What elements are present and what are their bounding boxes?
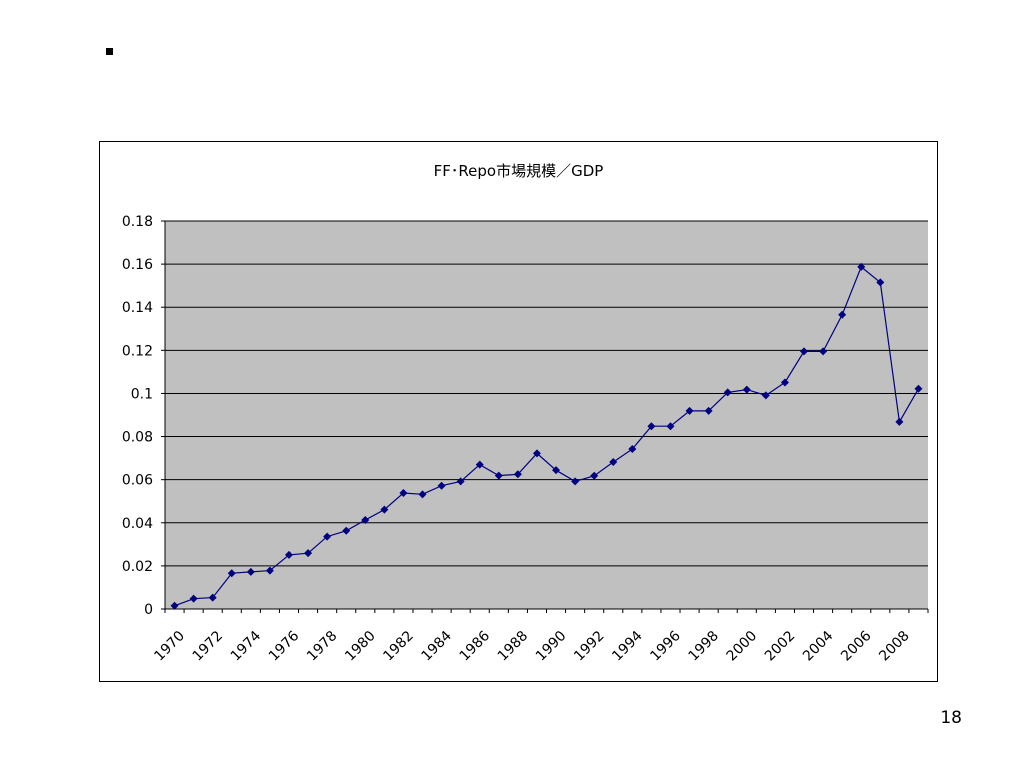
x-tick-label: 1982: [380, 628, 417, 665]
line-chart: 0 0.02 0.04 0.06 0.08 0.1 0.12 0.14 0.16 0.18 1970…: [122, 214, 929, 665]
data-point: [456, 477, 465, 486]
x-tick-label: 1978: [304, 628, 341, 665]
x-tick-label: 1974: [228, 628, 265, 665]
y-tick-label: 0.14: [122, 300, 153, 316]
y-tick-label: 0.08: [122, 430, 153, 446]
x-tick-label: 1988: [495, 628, 532, 665]
data-point: [723, 388, 732, 397]
data-point: [418, 490, 427, 499]
data-point: [819, 347, 828, 356]
data-point: [208, 593, 217, 602]
series-line: [174, 265, 920, 607]
y-tick-label: 0.18: [122, 214, 153, 230]
data-point: [609, 457, 618, 466]
chart-title: FF･Repo市場規模／GDP: [433, 162, 604, 180]
data-point: [437, 481, 446, 490]
y-tick-label: 0.06: [122, 473, 153, 489]
data-point: [704, 406, 713, 415]
data-point: [914, 384, 923, 393]
data-point: [780, 378, 789, 387]
x-tick-label: 2008: [876, 628, 913, 665]
data-point: [857, 262, 866, 271]
data-point: [532, 449, 541, 458]
data-point: [380, 505, 389, 514]
x-tick-label: 1980: [342, 628, 379, 665]
y-tick-label: 0.12: [122, 343, 153, 359]
chart-container: FF･Repo市場規模／GDP 0 0.02 0.04 0.06 0.08 0.1 0.12…: [99, 141, 938, 682]
x-tick-label: 1984: [419, 628, 456, 665]
data-point: [342, 526, 351, 535]
x-tick-label: 2000: [724, 628, 761, 665]
data-point: [399, 489, 408, 498]
data-point: [571, 477, 580, 486]
y-tick-label: 0.16: [122, 257, 153, 273]
x-tick-label: 1976: [266, 628, 303, 665]
x-tick-label: 1998: [686, 628, 723, 665]
data-point: [246, 567, 255, 576]
data-point: [265, 566, 274, 575]
x-tick-label: 1986: [457, 628, 494, 665]
data-point: [361, 515, 370, 524]
data-point: [304, 549, 313, 558]
data-point: [685, 406, 694, 415]
data-point: [475, 460, 484, 469]
data-point: [590, 471, 599, 480]
x-tick-label: 2004: [800, 628, 837, 665]
page-number: 18: [940, 708, 962, 728]
slide-bullet: [106, 48, 113, 55]
data-point: [227, 569, 236, 578]
data-point: [647, 422, 656, 431]
plot-area: [165, 221, 928, 609]
x-tick-label: 2002: [762, 628, 799, 665]
y-tick-label: 0.1: [131, 386, 153, 402]
data-point: [628, 445, 637, 454]
data-point: [742, 385, 751, 394]
data-point: [666, 422, 675, 431]
y-tick-label: 0.04: [122, 516, 153, 532]
data-point: [284, 550, 293, 559]
x-tick-label: 1972: [190, 628, 227, 665]
x-tick-label: 2006: [838, 628, 875, 665]
y-tick-label: 0.02: [122, 559, 153, 575]
data-point: [838, 310, 847, 319]
data-point: [800, 347, 809, 356]
data-point: [323, 532, 332, 541]
x-tick-label: 1994: [609, 628, 646, 665]
x-tick-label: 1970: [151, 628, 188, 665]
x-tick-label: 1990: [533, 628, 570, 665]
y-tick-label: 0: [144, 602, 153, 618]
data-point: [761, 391, 770, 400]
data-point: [189, 594, 198, 603]
x-tick-label: 1996: [647, 628, 684, 665]
data-point: [170, 601, 179, 610]
data-point: [552, 466, 561, 475]
data-point: [895, 417, 904, 426]
data-point: [513, 470, 522, 479]
x-tick-label: 1992: [571, 628, 608, 665]
data-point: [494, 471, 503, 480]
data-point: [876, 278, 885, 287]
